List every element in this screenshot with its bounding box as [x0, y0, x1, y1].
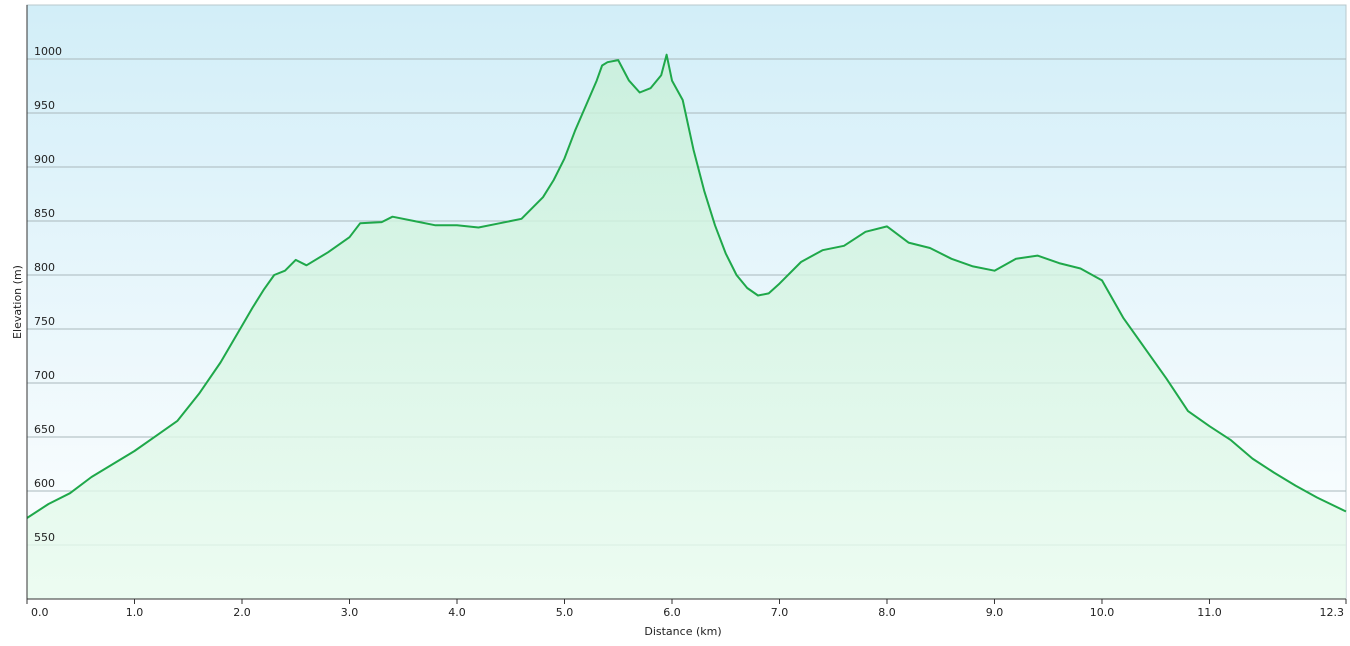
y-tick-label: 600: [34, 477, 55, 490]
y-tick-label: 850: [34, 207, 55, 220]
y-axis-title: Elevation (m): [11, 265, 24, 339]
x-tick-label: 5.0: [556, 606, 574, 619]
area-fill: [27, 54, 1346, 599]
x-axis-title: Distance (km): [644, 625, 721, 638]
y-tick-label: 550: [34, 531, 55, 544]
elevation-line: [26, 53, 1347, 519]
y-tick-label: 700: [34, 369, 55, 382]
x-tick-label: 3.0: [341, 606, 359, 619]
y-tick-label: 950: [34, 99, 55, 112]
x-tick-label: 12.3: [1320, 606, 1345, 619]
x-tick-label: 1.0: [126, 606, 144, 619]
x-tick-label: 11.0: [1197, 606, 1222, 619]
y-tick-label: 650: [34, 423, 55, 436]
x-tick-label: 8.0: [878, 606, 896, 619]
x-tick-label: 10.0: [1090, 606, 1115, 619]
x-tick-label: 4.0: [448, 606, 466, 619]
x-tick-label: 6.0: [663, 606, 681, 619]
y-tick-label: 900: [34, 153, 55, 166]
marks: [26, 53, 1347, 599]
x-tick-label: 7.0: [771, 606, 789, 619]
y-tick-label: 1000: [34, 45, 62, 58]
x-tick-label: 2.0: [233, 606, 251, 619]
y-tick-label: 750: [34, 315, 55, 328]
x-tick-label: 0.0: [31, 606, 49, 619]
x-tick-label: 9.0: [986, 606, 1004, 619]
y-tick-label: 800: [34, 261, 55, 274]
